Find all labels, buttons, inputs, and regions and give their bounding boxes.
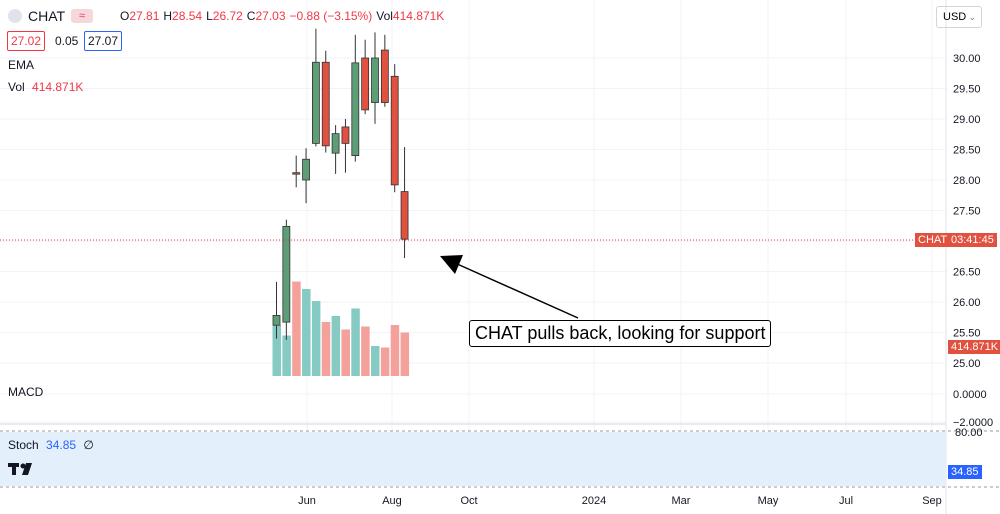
volume-bar [341, 329, 350, 376]
chevron-down-icon: ⌄ [968, 12, 976, 22]
time-tick-label: Mar [672, 495, 691, 507]
candle-body [351, 62, 360, 157]
volume-value-tag: 414.871K [948, 340, 1000, 354]
price-tick-label: 28.00 [953, 175, 981, 187]
volume-bar [302, 289, 311, 376]
high-label: H [163, 9, 173, 23]
stoch-top-tick: 80.00 [955, 427, 983, 439]
grid-lines [0, 0, 946, 487]
time-tick-label: Aug [382, 495, 402, 507]
volume-bar [400, 332, 410, 376]
candle-body [302, 158, 310, 181]
time-tick-label: Jun [298, 495, 316, 507]
countdown-tag: 03:41:45 [948, 233, 997, 247]
price-tick-label: 25.50 [953, 328, 981, 340]
change-value: −0.88 (−3.15%) [289, 9, 373, 23]
sell-price-button[interactable]: 27.02 [7, 31, 46, 51]
annotation-arrow-line [454, 262, 579, 319]
buy-price-button[interactable]: 27.07 [84, 31, 123, 51]
candle-body [272, 315, 281, 326]
volume-bar [361, 326, 370, 376]
volume-bars [272, 281, 410, 376]
vol-header-label: Vol [376, 9, 393, 23]
candle-body [321, 61, 330, 147]
time-tick-label: Sep [922, 495, 942, 507]
time-tick-label: May [758, 495, 779, 507]
candle-body [282, 225, 291, 323]
price-tick-label: 26.50 [953, 267, 981, 279]
candle-body [341, 126, 350, 144]
time-tick-label: Jul [839, 495, 853, 507]
price-tick-label: −2.0000 [953, 417, 993, 429]
annotation-arrowhead [440, 255, 463, 274]
low-value: 26.72 [212, 9, 243, 23]
volume-bar [371, 346, 380, 376]
compare-wave-icon[interactable]: ≈ [71, 9, 94, 23]
volume-bar [351, 308, 360, 376]
symbol-name: CHAT [28, 8, 66, 24]
time-axis: Jun Aug Oct 2024 Mar May Jul Sep [298, 495, 942, 507]
candle-body [371, 57, 379, 103]
price-tick-label: 26.00 [953, 297, 981, 309]
currency-select[interactable]: USD ⌄ [936, 6, 982, 28]
high-value: 28.54 [172, 9, 203, 23]
price-tick-label: 29.00 [953, 114, 981, 126]
candle-body [311, 61, 320, 144]
ema-label[interactable]: EMA [8, 58, 35, 72]
stoch-value: 34.85 [46, 438, 77, 452]
stoch-indicator[interactable]: Stoch 34.85 ∅ [8, 438, 94, 452]
volume-indicator-value: 414.871K [32, 80, 84, 94]
stoch-pane [0, 432, 946, 486]
volume-bar [380, 347, 390, 376]
symbol-logo-icon [8, 9, 22, 23]
volume-bar [311, 301, 321, 376]
candle-body [400, 191, 409, 240]
volume-bar [272, 325, 281, 376]
annotation-callout: CHAT pulls back, looking for support [469, 320, 772, 347]
price-tick-label: 29.50 [953, 84, 981, 96]
volume-bar [292, 281, 301, 376]
price-tick-label: 27.50 [953, 206, 981, 218]
price-tick-label: 0.0000 [953, 389, 987, 401]
time-tick-label: Oct [460, 495, 477, 507]
currency-label: USD [943, 11, 967, 23]
ohlc-legend: O27.81 H28.54 L26.72 C27.03 −0.88 (−3.15… [120, 9, 444, 23]
stoch-value-tag: 34.85 [948, 465, 982, 479]
candlesticks [272, 28, 409, 340]
price-tick-label: 30.00 [953, 53, 981, 65]
volume-indicator-label: Vol [8, 80, 25, 94]
volume-bar [321, 322, 331, 376]
stoch-label: Stoch [8, 438, 39, 452]
close-label: C [246, 9, 256, 23]
volume-bar [390, 325, 400, 376]
last-price-symbol-tag: CHAT [915, 233, 951, 247]
spread-value: 0.05 [55, 34, 79, 48]
open-value: 27.81 [129, 9, 160, 23]
stoch-hidden-icon: ∅ [83, 438, 94, 452]
close-value: 27.03 [255, 9, 286, 23]
time-tick-label: 2024 [582, 495, 606, 507]
candle-body [380, 49, 389, 103]
macd-label[interactable]: MACD [8, 385, 44, 399]
volume-indicator[interactable]: Vol 414.871K [8, 80, 83, 94]
candle-body [361, 57, 370, 111]
symbol-header[interactable]: CHAT ≈ [8, 8, 94, 24]
candle-body [331, 133, 340, 154]
low-label: L [206, 9, 213, 23]
volume-bar [282, 335, 291, 376]
price-tick-label: 25.00 [953, 358, 981, 370]
tradingview-logo-icon[interactable] [8, 461, 38, 477]
candle-body [390, 75, 399, 186]
candle-body [292, 172, 301, 175]
vol-header-value: 414.871K [392, 9, 445, 23]
price-tick-label: 28.50 [953, 145, 981, 157]
volume-bar [331, 316, 341, 376]
open-label: O [120, 9, 130, 23]
